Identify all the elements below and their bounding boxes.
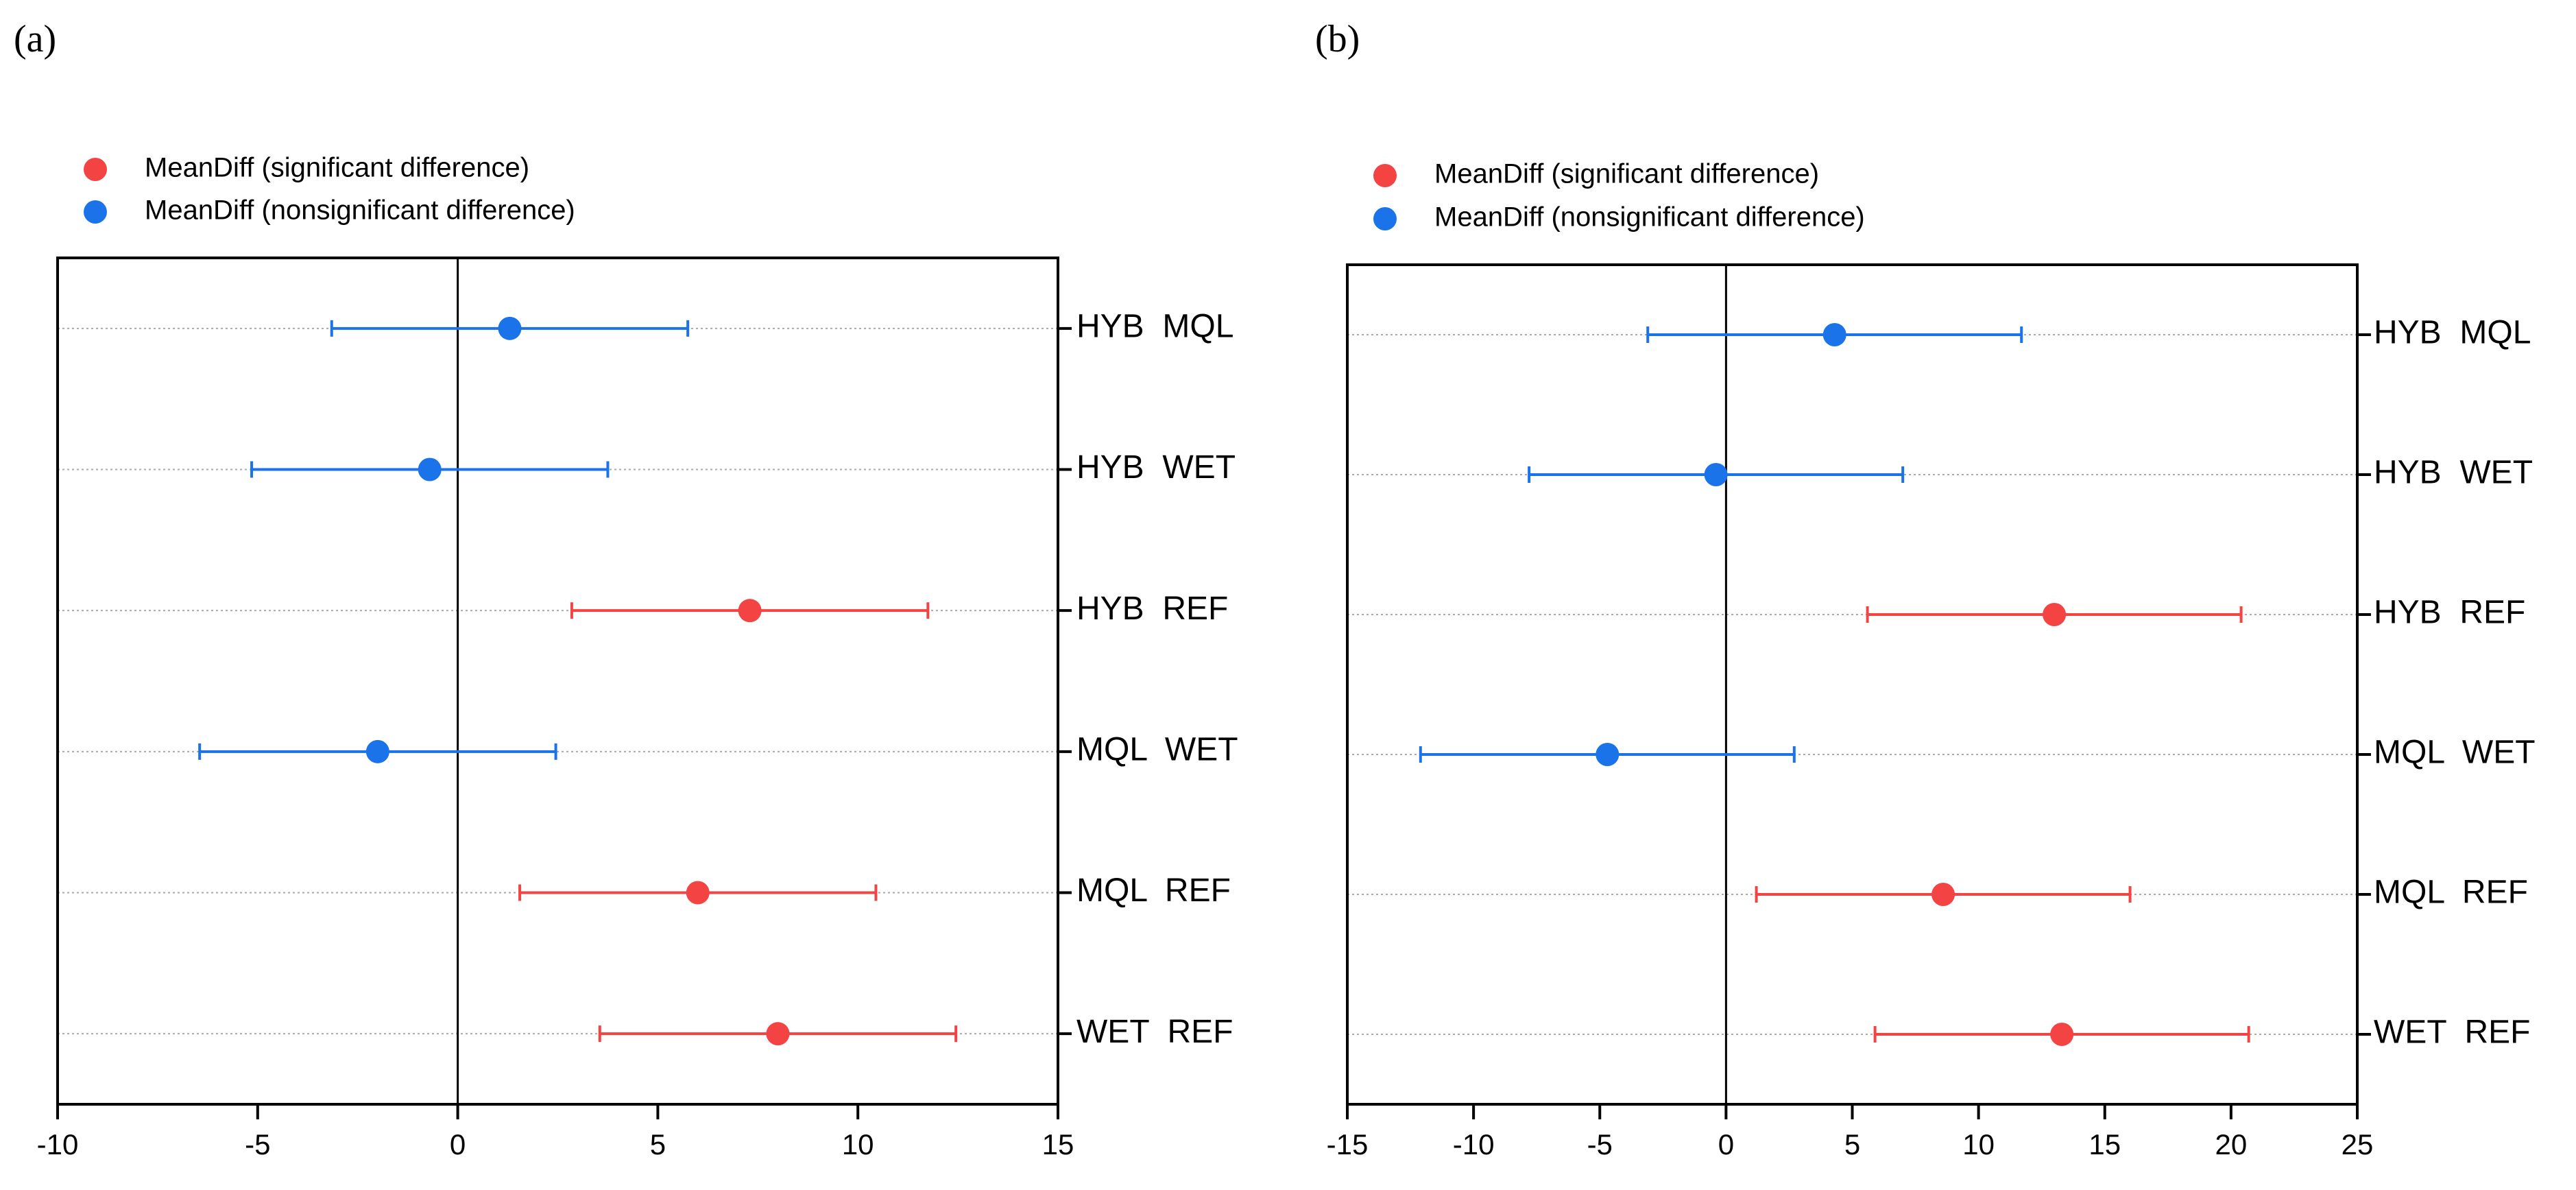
category-label: HYB WET	[1076, 449, 1236, 486]
x-tick-label: 15	[1042, 1128, 1074, 1161]
category-label: MQL WET	[1076, 732, 1238, 768]
x-tick-label: 0	[1718, 1128, 1734, 1161]
category-label: HYB REF	[2374, 595, 2525, 631]
x-tick-label: -10	[37, 1128, 79, 1161]
legend-marker	[84, 158, 107, 181]
legend-label: MeanDiff (nonsignificant difference)	[145, 195, 575, 226]
x-tick-label: 10	[1962, 1128, 1995, 1161]
category-label: WET REF	[2374, 1014, 2530, 1051]
panel-label: (b)	[1315, 18, 1360, 60]
mean-point	[1704, 463, 1728, 486]
panel-label: (a)	[14, 18, 56, 60]
chart-panel: (a) MeanDiff (significant difference) Mean…	[14, 18, 1238, 1161]
category-label: HYB MQL	[2374, 315, 2531, 351]
x-tick-label: -15	[1327, 1128, 1369, 1161]
mean-point	[1822, 323, 1846, 346]
legend-label: MeanDiff (significant difference)	[1434, 159, 1819, 189]
mean-point	[686, 881, 710, 905]
category-label: WET REF	[1076, 1014, 1233, 1050]
x-tick-label: -5	[1587, 1128, 1613, 1161]
x-tick-label: 5	[1844, 1128, 1860, 1161]
x-tick-label: 10	[842, 1128, 874, 1161]
legend-marker	[84, 200, 107, 224]
category-label: MQL REF	[2374, 874, 2528, 911]
mean-point	[498, 316, 522, 340]
plot-frame	[56, 257, 1059, 1106]
mean-point	[1596, 743, 1620, 766]
x-tick-label: -5	[245, 1128, 270, 1161]
legend-label: MeanDiff (nonsignificant difference)	[1434, 202, 1865, 233]
mean-point	[1931, 883, 1955, 906]
category-label: MQL REF	[1076, 872, 1231, 909]
mean-point	[766, 1022, 790, 1046]
mean-point	[2043, 603, 2067, 626]
plot-frame	[1346, 263, 2359, 1106]
x-tick-label: 25	[2342, 1128, 2374, 1161]
legend-marker	[1373, 207, 1397, 230]
category-label: HYB MQL	[1076, 309, 1233, 345]
x-tick-label: -10	[1453, 1128, 1495, 1161]
x-tick-label: 15	[2089, 1128, 2121, 1161]
category-label: HYB WET	[2374, 455, 2533, 491]
mean-point	[2050, 1023, 2074, 1046]
legend-label: MeanDiff (significant difference)	[145, 153, 529, 183]
mean-point	[418, 457, 442, 481]
category-label: HYB REF	[1076, 591, 1228, 627]
legend-marker	[1373, 164, 1397, 187]
chart-panel: (b) MeanDiff (significant difference) Mean…	[1315, 18, 2536, 1161]
x-tick-label: 0	[450, 1128, 466, 1161]
mean-point	[738, 599, 762, 623]
x-tick-label: 5	[650, 1128, 666, 1161]
category-label: MQL WET	[2374, 735, 2536, 771]
mean-point	[365, 739, 389, 763]
x-tick-label: 20	[2215, 1128, 2248, 1161]
